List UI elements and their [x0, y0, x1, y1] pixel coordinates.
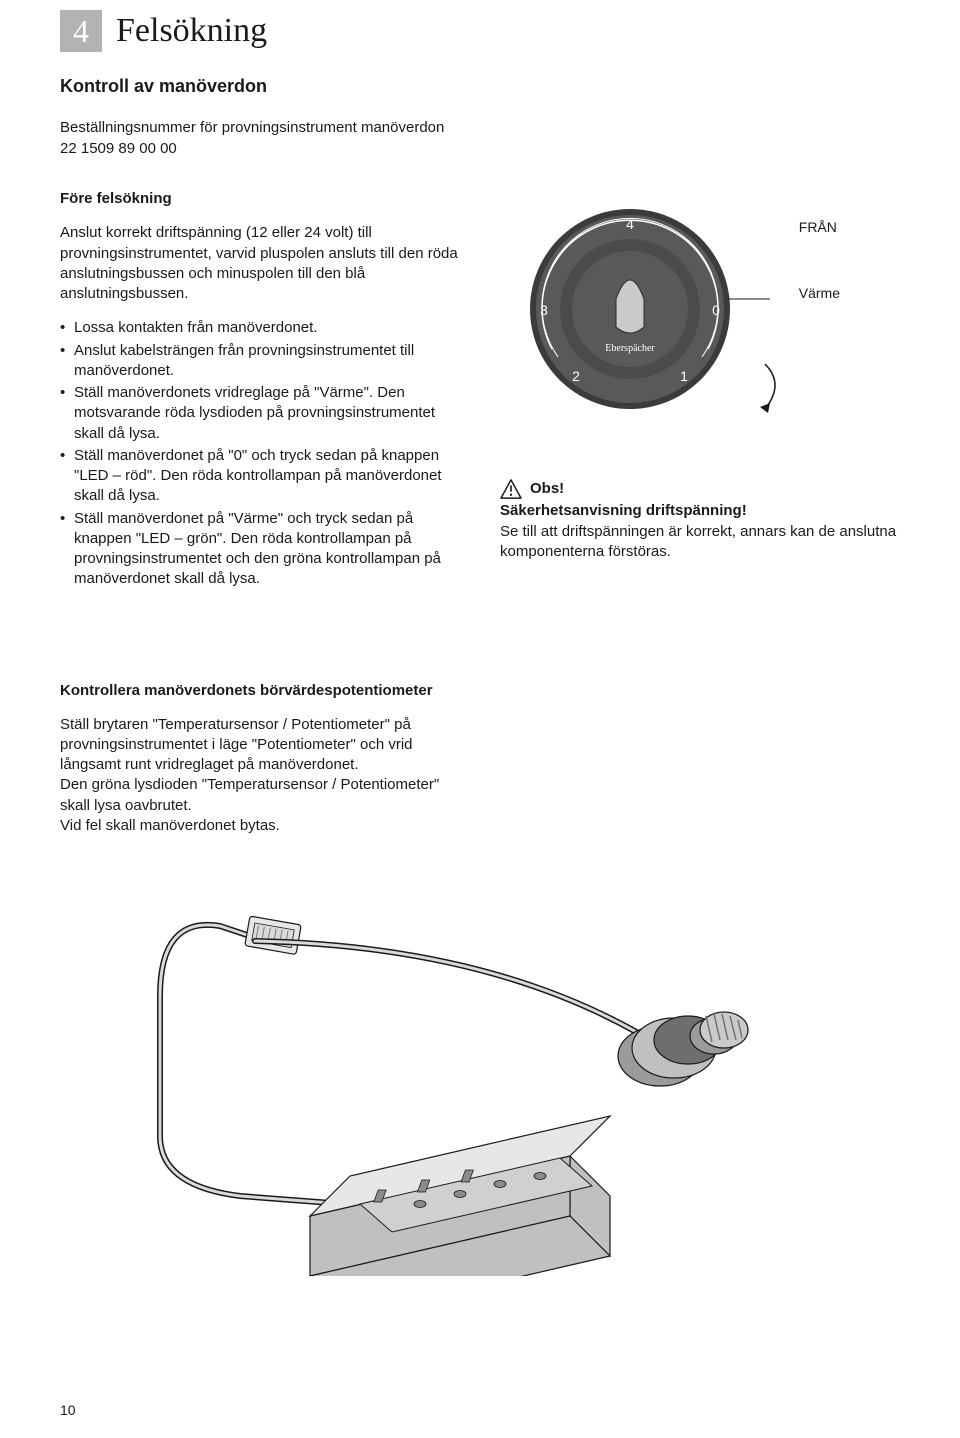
warning-title: Obs! — [530, 479, 564, 499]
warning-subtitle: Säkerhetsanvisning driftspänning! — [500, 501, 900, 521]
section-title: Felsökning — [116, 12, 267, 50]
page-subtitle: Kontroll av manöverdon — [60, 76, 900, 97]
order-value: 22 1509 89 00 00 — [60, 138, 900, 159]
warning-body: Se till att driftspänningen är korrekt, … — [500, 522, 900, 563]
warning-icon — [500, 479, 522, 499]
dial-svg: Eberspächer 0 1 2 3 4 — [500, 189, 840, 449]
svg-text:1: 1 — [680, 368, 688, 384]
section-2-heading: Kontrollera manöverdonets börvärdespoten… — [60, 682, 900, 699]
section-2-p2: Den gröna lysdioden "Temperatursensor / … — [60, 775, 460, 816]
order-number-block: Beställningsnummer för provningsinstrume… — [60, 117, 900, 159]
page-number: 10 — [60, 1402, 76, 1418]
list-item: Ställ manöverdonet på "Värme" och tryck … — [60, 509, 460, 590]
list-item: Anslut kabelsträngen från provningsinstr… — [60, 341, 460, 382]
svg-text:2: 2 — [572, 368, 580, 384]
dial-figure: Eberspächer 0 1 2 3 4 — [500, 189, 840, 449]
left-column: Före felsökning Anslut korrekt driftspän… — [60, 189, 460, 592]
list-item: Ställ manöverdonets vridreglage på "Värm… — [60, 383, 460, 444]
section-2-p1: Ställ brytaren "Temperatursensor / Poten… — [60, 715, 460, 776]
section-header: 4 Felsökning — [60, 0, 900, 52]
device-svg — [100, 876, 860, 1276]
list-item: Ställ manöverdonet på "0" och tryck seda… — [60, 446, 460, 507]
svg-text:0: 0 — [712, 302, 720, 318]
device-figure — [60, 876, 900, 1276]
warning-block: Obs! Säkerhetsanvisning driftspänning! S… — [500, 479, 900, 562]
dial-brand-text: Eberspächer — [605, 343, 655, 354]
section-2-body: Ställ brytaren "Temperatursensor / Poten… — [60, 715, 460, 837]
before-heading: Före felsökning — [60, 189, 460, 209]
instruction-list: Lossa kontakten från manöverdonet. Anslu… — [60, 318, 460, 589]
section-2-p3: Vid fel skall manöverdonet bytas. — [60, 816, 460, 836]
dial-label-off: FRÅN — [799, 219, 837, 235]
order-label: Beställningsnummer för provningsinstrume… — [60, 117, 900, 138]
list-item: Lossa kontakten från manöverdonet. — [60, 318, 460, 338]
dial-label-heat: Värme — [799, 285, 840, 301]
right-column: Eberspächer 0 1 2 3 4 — [500, 189, 900, 592]
intro-paragraph: Anslut korrekt driftspänning (12 eller 2… — [60, 223, 460, 304]
section-number-badge: 4 — [60, 10, 102, 52]
